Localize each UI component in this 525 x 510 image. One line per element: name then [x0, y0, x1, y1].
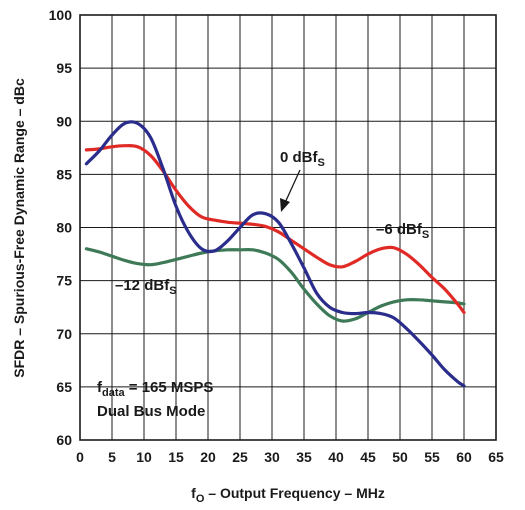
- x-tick-label: 30: [264, 449, 280, 465]
- x-tick-label: 25: [232, 449, 248, 465]
- x-tick-label: 35: [296, 449, 312, 465]
- y-tick-label: 75: [56, 273, 72, 289]
- y-tick-labels: 60 65 70 75 80 85 90 95 100: [49, 7, 73, 448]
- label-0dbfs: 0 dBfS: [280, 149, 325, 169]
- y-tick-label: 90: [56, 113, 72, 129]
- y-tick-label: 65: [56, 379, 72, 395]
- x-tick-label: 0: [76, 449, 84, 465]
- y-tick-label: 70: [56, 326, 72, 342]
- x-tick-label: 60: [456, 449, 472, 465]
- series-line-6-dbfs: [84, 144, 466, 315]
- x-tick-label: 5: [108, 449, 116, 465]
- y-axis-title: SFDR – Spurious-Free Dynamic Range – dBc: [11, 78, 27, 378]
- x-axis-title-sub: O: [196, 493, 205, 505]
- series-layer: [84, 120, 466, 388]
- y-tick-label: 85: [56, 166, 72, 182]
- x-axis-title: fO – Output Frequency – MHz: [191, 485, 385, 505]
- x-tick-label: 50: [392, 449, 408, 465]
- x-tick-label: 20: [200, 449, 216, 465]
- fdata-annotation: fdata = 165 MSPS: [97, 379, 213, 399]
- series-line-0-dbfs: [84, 120, 466, 388]
- y-tick-label: 60: [56, 432, 72, 448]
- y-tick-label: 95: [56, 60, 72, 76]
- y-tick-label: 100: [49, 7, 73, 23]
- x-tick-label: 65: [488, 449, 504, 465]
- y-tick-label: 80: [56, 220, 72, 236]
- plot-frame: [79, 14, 497, 441]
- mode-annotation: Dual Bus Mode: [97, 403, 205, 420]
- x-tick-label: 55: [424, 449, 440, 465]
- label-minus6dbfs: –6 dBfS: [376, 221, 429, 241]
- x-tick-label: 10: [136, 449, 152, 465]
- label-minus12dbfs: –12 dBfS: [115, 277, 177, 297]
- x-tick-label: 15: [168, 449, 184, 465]
- series-line-12-dbfs: [84, 247, 466, 323]
- label-0dbfs-arrow: [280, 169, 301, 212]
- grid: [80, 15, 496, 440]
- x-tick-label: 45: [360, 449, 376, 465]
- x-tick-labels: 0 5 10 15 20 25 30 35 40 45 50 55 60 65: [76, 449, 504, 465]
- x-tick-label: 40: [328, 449, 344, 465]
